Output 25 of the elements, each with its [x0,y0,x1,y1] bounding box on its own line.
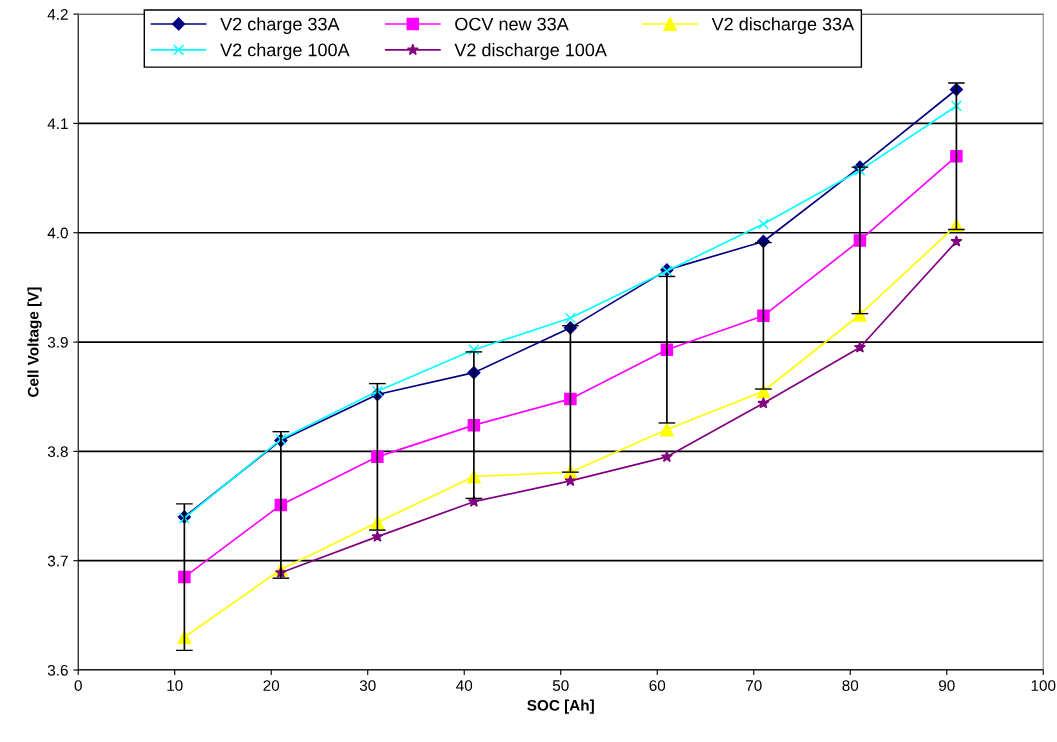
x-axis-title: SOC [Ah] [527,699,594,714]
y-tick-label: 3.6 [47,664,68,676]
legend-label: V2 discharge 100A [454,43,607,60]
y-tick-label: 4.0 [47,227,68,239]
x-tick-label: 80 [842,680,859,691]
x-tick-label: 40 [456,680,473,691]
x-tick-label: 10 [167,680,183,691]
x-tick-label: 90 [938,680,955,691]
y-tick-label: 3.8 [47,446,68,458]
y-tick-label: 4.2 [47,8,68,20]
y-tick-label: 3.7 [47,555,68,567]
legend-label: OCV new 33A [455,17,569,31]
x-tick-label: 50 [552,680,569,691]
y-tick-label: 3.9 [47,336,68,348]
legend-label: V2 charge 33A [220,17,340,35]
legend-label: V2 charge 100A [220,43,350,60]
y-axis-title: Cell Voltage [V] [27,287,42,397]
x-tick-label: 20 [263,680,280,691]
x-tick-label: 100 [1031,680,1056,691]
x-tick-label: 70 [746,680,762,691]
y-tick-label: 4.1 [47,118,68,129]
x-tick-label: 60 [649,680,666,691]
x-tick-label: 0 [74,680,82,691]
legend-label: V2 discharge 33A [711,17,855,35]
x-tick-label: 30 [359,680,376,691]
